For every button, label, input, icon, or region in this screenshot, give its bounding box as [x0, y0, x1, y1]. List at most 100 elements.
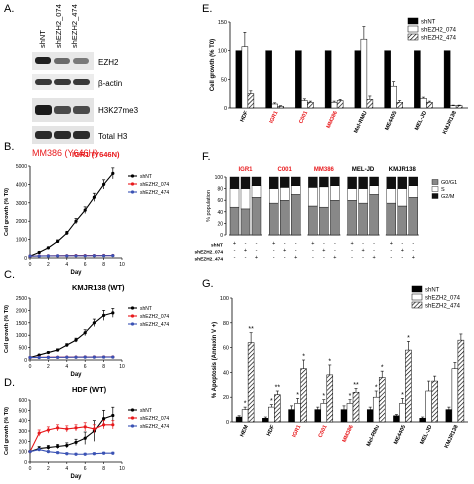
bar-shezh2-474	[300, 368, 307, 423]
significance-marker: **	[353, 382, 359, 389]
chart-c-kmjr138-growth: 0 500 1000 1500 2000 2500 0 2 4 6 8 10 Day Cell growt…	[4, 296, 169, 378]
data-point	[37, 355, 41, 360]
data-point	[111, 413, 115, 418]
bar-shnt	[295, 50, 302, 109]
data-point	[111, 311, 115, 315]
stack-segment-g2-m	[291, 176, 301, 186]
panel-letter-a: A.	[4, 3, 14, 15]
stack-segment-g2-m	[269, 176, 279, 189]
y-tick-label: 80	[217, 187, 223, 193]
data-point	[65, 452, 69, 456]
bar-shezh2-074	[420, 98, 427, 109]
legend-label: shNT	[425, 288, 440, 294]
bar-shezh2-074	[268, 406, 275, 423]
bar-shezh2-074	[241, 409, 249, 423]
stack-segment-s	[240, 188, 251, 210]
legend-label: S	[441, 187, 445, 193]
y-tick-label: 400	[19, 419, 28, 425]
bar-shnt	[419, 418, 426, 423]
data-point	[28, 254, 32, 258]
sign-mark: -	[334, 241, 336, 247]
significance-marker: *	[302, 354, 305, 361]
data-point	[83, 208, 87, 212]
band-h3k27me3-074	[54, 106, 71, 114]
stack-segment-s	[319, 186, 329, 208]
y-tick-label: 5000	[16, 164, 27, 170]
bar-shezh2-474	[352, 391, 360, 423]
sign-mark: +	[294, 255, 297, 261]
stack-segment-g0-g1	[269, 202, 279, 236]
category-label: MM386	[326, 110, 339, 129]
bar-shezh2-074	[399, 403, 406, 423]
stack-segment-s	[369, 185, 379, 195]
y-axis-label: Cell growth (% T0)	[4, 407, 10, 455]
significance-marker: *	[401, 392, 404, 399]
row-label: shNT	[211, 243, 223, 249]
sign-mark: +	[244, 248, 247, 254]
bar-shnt	[354, 50, 362, 109]
panel-letter-g: G.	[202, 278, 214, 290]
legend-marker	[130, 306, 135, 310]
panel-letter-f: F.	[202, 151, 211, 163]
y-tick-label: 100	[218, 49, 227, 55]
legend-marker	[130, 322, 135, 326]
stack-segment-g0-g1	[408, 197, 418, 236]
stack-segment-s	[291, 185, 301, 195]
group-label: KMJR138	[389, 167, 417, 173]
band-label-h3k27me3: H3K27me3	[98, 106, 139, 115]
y-tick-label: 0	[224, 106, 227, 112]
stack-segment-g0-g1	[291, 194, 301, 236]
data-point	[102, 313, 106, 317]
significance-marker: *	[296, 392, 299, 399]
stack-segment-g0-g1	[240, 208, 251, 236]
stack-segment-s	[386, 188, 396, 204]
y-tick-label: 2000	[16, 219, 27, 225]
stack-segment-s	[358, 188, 368, 204]
data-point	[92, 427, 96, 431]
sign-mark: -	[312, 248, 314, 254]
stack-segment-g2-m	[408, 176, 418, 186]
data-point	[28, 450, 32, 454]
category-label: HEM	[239, 424, 250, 438]
stack-segment-g2-m	[386, 176, 396, 189]
x-axis-label: Day	[70, 270, 82, 276]
data-point	[92, 355, 96, 359]
category-label: HDF	[239, 110, 249, 123]
series-line-shnt	[29, 414, 113, 453]
category-label: KMJR138	[442, 110, 458, 135]
panel-letter-c: C.	[4, 269, 15, 281]
data-point	[46, 246, 51, 250]
x-tick-label: 6	[84, 364, 87, 370]
stack-segment-g2-m	[229, 176, 240, 189]
band-actin-shnt	[35, 79, 52, 85]
data-point	[111, 254, 115, 258]
legend-marker	[130, 314, 135, 318]
sign-mark: -	[412, 248, 414, 254]
legend-label: shEZH2_074	[421, 28, 457, 34]
bar-shezh2-474	[378, 377, 386, 423]
sign-mark: -	[351, 248, 353, 254]
legend-swatch	[431, 193, 439, 199]
bar-shnt	[265, 50, 272, 109]
stack-segment-g2-m	[358, 176, 368, 189]
legend-label: shNT	[140, 174, 152, 180]
stack-segment-g0-g1	[308, 205, 318, 236]
bar-shezh2-074	[372, 396, 380, 423]
bar-shezh2-074	[330, 102, 338, 109]
legend-swatch	[431, 179, 439, 185]
data-point	[28, 355, 32, 360]
x-tick-label: 6	[84, 466, 87, 472]
bar-shnt	[235, 416, 243, 423]
sign-mark: -	[312, 255, 314, 261]
stack-segment-g2-m	[319, 176, 329, 188]
stack-segment-s	[397, 188, 407, 207]
data-point	[56, 348, 60, 352]
sign-mark: -	[256, 241, 258, 247]
y-tick-label: 500	[19, 408, 28, 414]
series-line-shnt	[29, 173, 114, 257]
stack-segment-g2-m	[308, 176, 318, 188]
sign-mark: +	[255, 255, 258, 261]
x-tick-label: 4	[65, 466, 68, 472]
